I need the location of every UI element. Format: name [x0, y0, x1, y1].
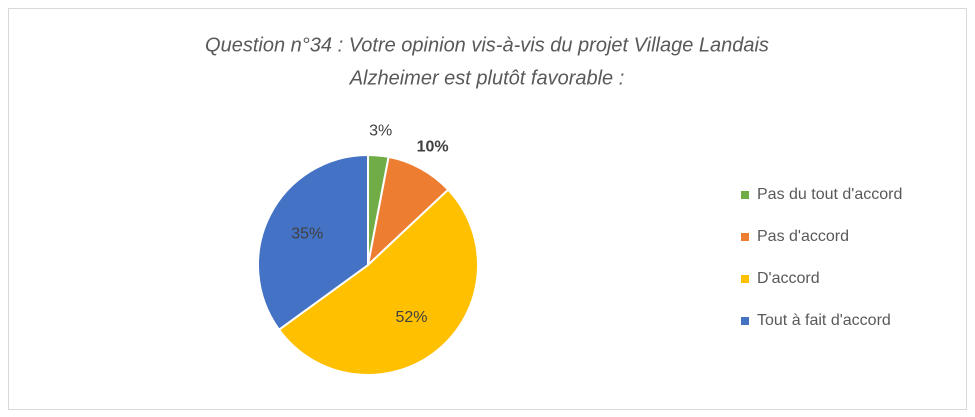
data-label: 52%: [395, 309, 427, 326]
legend-swatch: [741, 191, 749, 199]
data-label: 35%: [291, 225, 323, 242]
legend-label: D'accord: [757, 270, 820, 287]
legend-label: Pas d'accord: [757, 228, 849, 245]
data-label: 10%: [417, 139, 449, 156]
data-label: 3%: [369, 123, 392, 140]
legend-label: Pas du tout d'accord: [757, 186, 902, 203]
legend-swatch: [741, 233, 749, 241]
chart-frame: [8, 8, 967, 410]
legend-label: Tout à fait d'accord: [757, 312, 891, 329]
pie-slice: [277, 188, 479, 376]
chart-title: Alzheimer est plutôt favorable :: [349, 67, 625, 89]
legend-swatch: [741, 275, 749, 283]
chart-title: Question n°34 : Votre opinion vis-à-vis …: [205, 34, 769, 56]
legend-swatch: [741, 317, 749, 325]
pie-slice: [257, 153, 369, 332]
